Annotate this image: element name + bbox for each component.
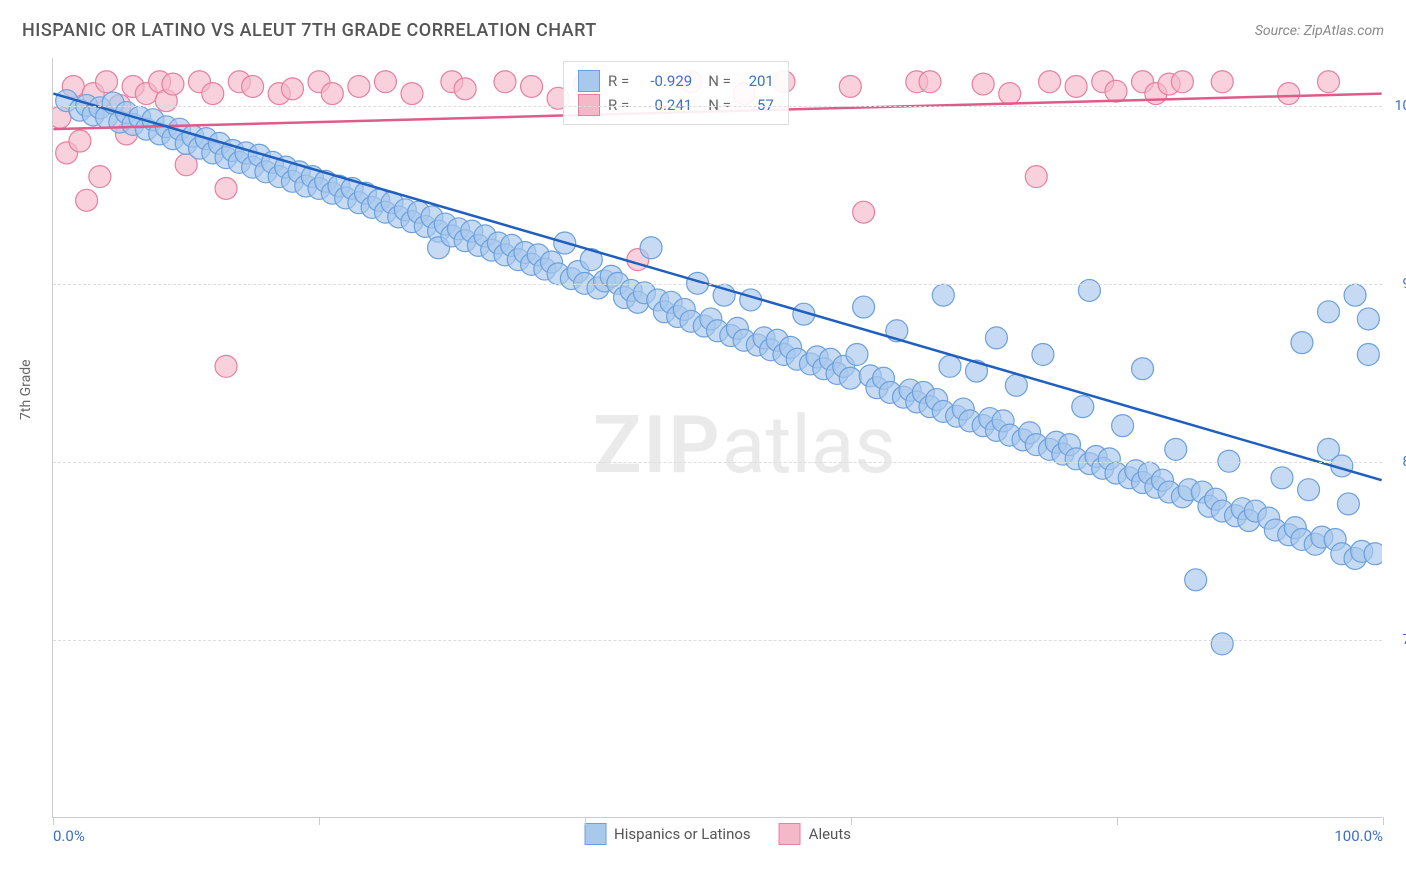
legend-label-aleuts: Aleuts xyxy=(809,825,851,843)
x-tick xyxy=(585,817,586,825)
n-value-hispanics: 201 xyxy=(739,72,774,90)
chart-title: HISPANIC OR LATINO VS ALEUT 7TH GRADE CO… xyxy=(22,20,597,41)
y-axis-label: 7th Grade xyxy=(18,359,34,420)
x-tick-label: 100.0% xyxy=(1334,827,1383,845)
plot-area: ZIPatlas R = -0.929 N = 201 R = 0.241 N … xyxy=(52,58,1382,818)
x-tick xyxy=(1117,817,1118,825)
swatch-aleuts xyxy=(779,823,801,845)
r-label: R = xyxy=(608,72,629,90)
x-tick-label: 0.0% xyxy=(53,827,85,845)
x-tick xyxy=(53,817,54,825)
gridline xyxy=(53,284,1382,285)
legend-stats-box: R = -0.929 N = 201 R = 0.241 N = 57 xyxy=(563,61,789,125)
chart-svg xyxy=(53,58,1382,817)
y-tick-label: 92.5% xyxy=(1402,276,1406,292)
legend-label-hispanics: Hispanics or Latinos xyxy=(614,825,751,843)
gridline xyxy=(53,462,1382,463)
swatch-hispanics xyxy=(584,823,606,845)
legend-item-aleuts: Aleuts xyxy=(779,823,851,845)
source-attribution: Source: ZipAtlas.com xyxy=(1255,23,1384,39)
y-tick-label: 77.5% xyxy=(1402,632,1406,648)
x-tick xyxy=(319,817,320,825)
x-tick xyxy=(1383,817,1384,825)
r-value-hispanics: -0.929 xyxy=(637,72,692,90)
x-tick xyxy=(851,817,852,825)
y-tick-label: 100.0% xyxy=(1395,98,1406,114)
n-label: N = xyxy=(708,72,731,90)
swatch-hispanics xyxy=(578,70,600,92)
gridline xyxy=(53,640,1382,641)
bottom-legend: Hispanics or Latinos Aleuts xyxy=(584,823,851,845)
y-tick-label: 85.0% xyxy=(1402,454,1406,470)
legend-stats-row-hispanics: R = -0.929 N = 201 xyxy=(578,70,774,92)
legend-item-hispanics: Hispanics or Latinos xyxy=(584,823,751,845)
gridline xyxy=(53,106,1382,107)
